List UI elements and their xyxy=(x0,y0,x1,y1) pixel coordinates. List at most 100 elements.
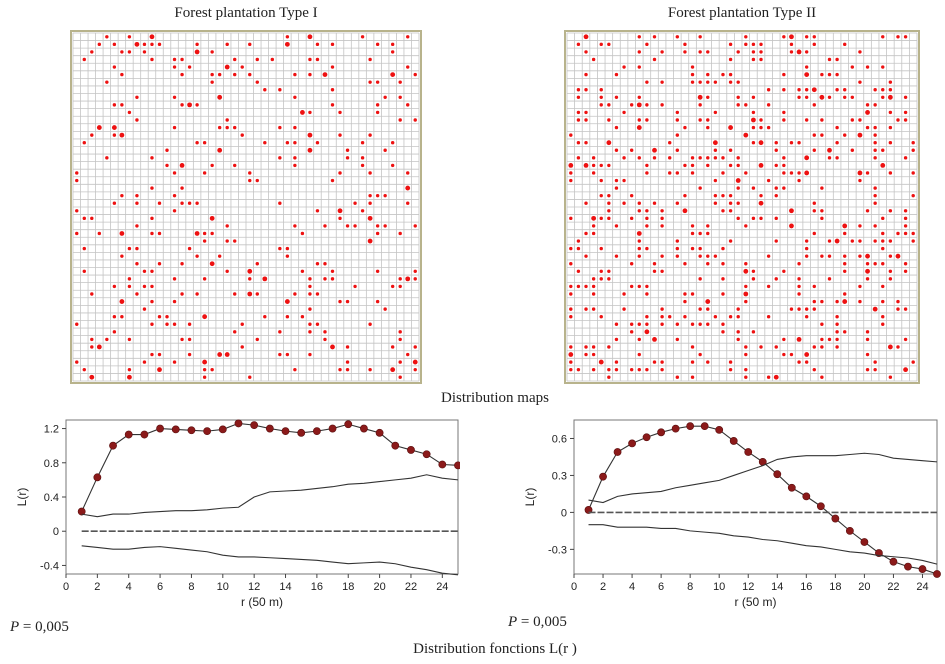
tree-point xyxy=(127,35,132,39)
tree-point xyxy=(406,65,410,69)
tree-point xyxy=(233,163,237,168)
tree-point xyxy=(690,72,695,77)
tree-point xyxy=(569,216,573,221)
tree-point xyxy=(690,65,695,69)
tree-point xyxy=(881,231,885,236)
tree-point xyxy=(172,322,177,326)
tree-point xyxy=(375,110,380,115)
tree-point xyxy=(881,262,885,266)
tree-point xyxy=(135,246,139,251)
map-grid xyxy=(566,32,918,382)
tree-point xyxy=(629,148,634,152)
tree-point xyxy=(888,125,893,130)
tree-point xyxy=(599,277,603,281)
tree-point xyxy=(675,118,680,122)
tree-point xyxy=(881,148,885,152)
tree-point xyxy=(576,284,581,289)
tree-point xyxy=(248,72,252,77)
tree-point xyxy=(690,231,695,236)
tree-point xyxy=(675,322,680,326)
tree-point xyxy=(881,35,885,39)
tree-point xyxy=(285,314,290,319)
tree-point xyxy=(150,299,154,304)
tree-point xyxy=(827,95,832,100)
tree-point xyxy=(782,171,786,175)
tree-point xyxy=(721,156,725,160)
tree-point xyxy=(180,262,184,266)
tree-point xyxy=(736,156,740,160)
tree-point xyxy=(637,118,641,122)
tree-point xyxy=(599,216,603,221)
tree-point xyxy=(706,307,710,311)
tree-point xyxy=(96,344,102,350)
tree-point xyxy=(835,88,839,92)
tree-point xyxy=(209,215,215,221)
tree-point xyxy=(568,352,574,357)
x-tick-label: 4 xyxy=(629,581,635,593)
tree-point xyxy=(888,277,893,281)
tree-point xyxy=(225,125,229,130)
tree-point xyxy=(569,262,573,266)
tree-point xyxy=(255,178,259,183)
tree-point xyxy=(111,125,117,130)
tree-point xyxy=(263,88,267,92)
tree-point xyxy=(660,80,664,84)
tree-point xyxy=(698,246,702,251)
tree-point xyxy=(172,65,177,69)
tree-point xyxy=(713,148,718,152)
tree-point xyxy=(142,360,147,364)
tree-point xyxy=(614,95,619,100)
tree-point xyxy=(293,224,297,228)
tree-point xyxy=(706,125,710,130)
tree-point xyxy=(210,231,214,236)
tree-point xyxy=(903,262,908,266)
tree-point xyxy=(284,299,290,304)
tree-point xyxy=(569,292,573,296)
tree-point xyxy=(315,292,320,296)
tree-point xyxy=(614,367,619,372)
tree-point xyxy=(406,35,410,39)
x-tick-label: 8 xyxy=(188,581,194,593)
tree-point xyxy=(675,201,680,205)
tree-point xyxy=(576,110,581,115)
x-tick-label: 6 xyxy=(157,581,163,593)
tree-point xyxy=(683,50,687,54)
tree-point xyxy=(820,118,824,122)
tree-point xyxy=(584,345,588,349)
tree-point xyxy=(120,50,124,54)
tree-point xyxy=(721,262,725,266)
tree-point xyxy=(888,239,893,243)
tree-point xyxy=(896,35,900,39)
tree-point xyxy=(636,231,642,236)
tree-point xyxy=(413,345,417,349)
tree-point xyxy=(744,367,748,372)
tree-point xyxy=(413,118,417,122)
tree-point xyxy=(683,314,687,319)
tree-point xyxy=(180,186,184,190)
tree-point xyxy=(150,269,154,274)
tree-point xyxy=(135,224,139,228)
tree-point xyxy=(683,262,687,266)
tree-point xyxy=(812,367,816,372)
tree-point xyxy=(134,41,140,47)
tree-point xyxy=(375,231,380,236)
tree-point xyxy=(744,224,748,228)
tree-point xyxy=(698,352,702,357)
tree-point xyxy=(637,322,641,326)
tree-point xyxy=(888,209,893,213)
tree-point xyxy=(797,171,801,175)
tree-point xyxy=(240,65,244,69)
tree-point xyxy=(599,193,603,198)
tree-point xyxy=(766,254,771,258)
observed-point xyxy=(454,461,460,470)
tree-point xyxy=(248,277,252,281)
tree-point xyxy=(413,72,417,77)
tree-point xyxy=(903,35,908,39)
tree-point xyxy=(782,269,786,274)
tree-point xyxy=(210,50,214,54)
tree-point xyxy=(300,231,305,236)
tree-point xyxy=(368,57,372,62)
tree-point xyxy=(285,140,290,145)
tree-point xyxy=(782,118,786,122)
tree-point xyxy=(774,193,778,198)
